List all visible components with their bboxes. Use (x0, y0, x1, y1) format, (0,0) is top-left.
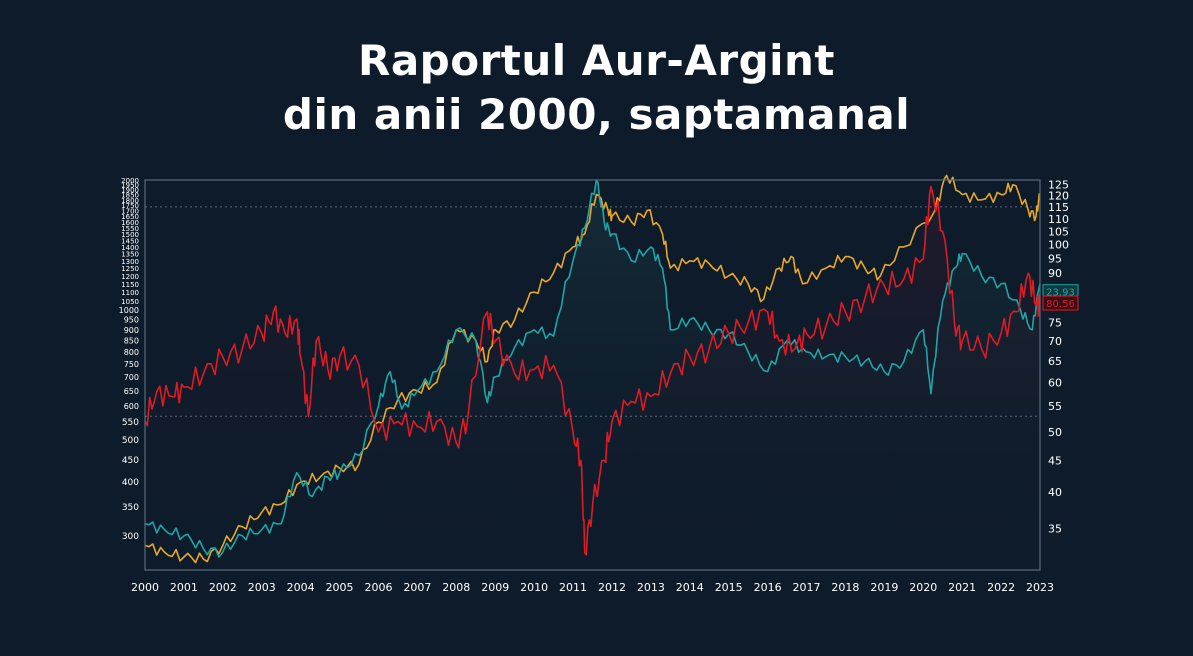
plot-frame (144, 179, 1041, 571)
y-left-tick-label: 900 (124, 326, 139, 335)
red-series-line (144, 185, 1041, 556)
y-left-tick-label: 1850 (121, 192, 139, 200)
y-left-tick-label: 1200 (121, 273, 139, 281)
y-left-tick-label: 1050 (121, 298, 139, 306)
y-right-tick-label: 120 (1048, 189, 1069, 202)
y-left-tick-label: 450 (122, 456, 139, 466)
y-right-tick-label: 110 (1048, 213, 1069, 226)
x-tick-label: 2020 (909, 581, 937, 594)
y-left-tick-label: 300 (122, 532, 139, 542)
y-left-tick-label: 1600 (121, 219, 139, 227)
y-right-tick-label: 95 (1048, 252, 1062, 265)
x-tick-label: 2004 (287, 581, 315, 594)
y-left-tick-label: 750 (124, 360, 139, 369)
y-right-tick-label: 45 (1048, 454, 1062, 467)
y-left-tick-label: 1500 (121, 231, 139, 239)
x-tick-label: 2018 (831, 581, 859, 594)
y-left-tick-label: 1900 (121, 187, 139, 195)
y-right-tick-label: 40 (1048, 486, 1062, 499)
teal-last-value-label: 23.93 (1046, 288, 1075, 299)
y-right-tick-label: 60 (1048, 377, 1062, 390)
y-left-tick-label: 700 (124, 373, 139, 382)
chart-title-line-1: Raportul Aur-Argint (357, 36, 836, 85)
y-right-tick-label: 75 (1048, 316, 1062, 329)
y-left-tick-label: 650 (124, 387, 139, 396)
red-last-value-box (1042, 295, 1079, 311)
x-tick-label: 2015 (715, 581, 743, 594)
y-left-tick-label: 500 (122, 436, 139, 446)
x-tick-label: 2022 (987, 581, 1015, 594)
x-tick-label: 2010 (520, 581, 548, 594)
y-left-tick-label: 350 (122, 503, 139, 513)
x-tick-label: 2011 (559, 581, 587, 594)
y-left-tick-label: 1800 (121, 197, 139, 205)
y-left-tick-label: 1700 (121, 207, 139, 215)
x-tick-label: 2017 (793, 581, 821, 594)
y-left-tick-label: 2000 (121, 177, 139, 185)
x-tick-label: 2012 (598, 581, 626, 594)
x-tick-label: 2008 (442, 581, 470, 594)
x-tick-label: 2000 (131, 581, 159, 594)
y-right-tick-label: 55 (1048, 400, 1062, 413)
x-tick-label: 2021 (948, 581, 976, 594)
y-right-tick-label: 125 (1048, 178, 1069, 191)
y-left-tick-label: 1300 (121, 258, 139, 266)
y-right-tick-label: 100 (1048, 239, 1069, 252)
x-tick-label: 2014 (676, 581, 704, 594)
y-left-tick-label: 1550 (121, 225, 139, 233)
y-left-tick-label: 550 (122, 418, 139, 428)
y-left-tick-label: 600 (124, 402, 139, 411)
x-tick-label: 2001 (170, 581, 198, 594)
red-last-value-label: 80.56 (1046, 299, 1075, 310)
teal-series-line (144, 179, 1041, 558)
y-left-tick-label: 950 (124, 316, 139, 325)
y-left-tick-label: 400 (122, 478, 139, 488)
y-left-tick-label: 1650 (121, 213, 139, 221)
y-right-tick-label: 65 (1048, 355, 1062, 368)
x-tick-label: 2016 (754, 581, 782, 594)
y-left-tick-label: 1350 (121, 251, 139, 259)
red-series-area (145, 186, 1040, 570)
y-right-tick-label: 115 (1048, 201, 1069, 214)
x-tick-label: 2007 (403, 581, 431, 594)
y-left-tick-label: 1150 (121, 281, 139, 289)
gold-series-line (144, 174, 1041, 564)
chart-title-line-2: din anii 2000, saptamanal (282, 90, 911, 139)
y-left-tick-label: 1100 (121, 289, 139, 297)
x-tick-label: 2009 (481, 581, 509, 594)
x-tick-label: 2023 (1026, 581, 1054, 594)
x-tick-label: 2005 (326, 581, 354, 594)
y-right-tick-label: 105 (1048, 225, 1069, 238)
y-right-tick-label: 70 (1048, 335, 1062, 348)
x-tick-label: 2002 (209, 581, 237, 594)
y-right-tick-label: 35 (1048, 522, 1062, 535)
y-left-tick-label: 1750 (121, 202, 139, 210)
y-left-tick-label: 1950 (121, 182, 139, 190)
y-left-tick-label: 850 (124, 336, 139, 345)
y-left-tick-label: 1250 (121, 265, 139, 273)
y-left-tick-label: 1400 (121, 244, 139, 252)
x-tick-label: 2013 (637, 581, 665, 594)
x-tick-label: 2006 (364, 581, 392, 594)
y-left-tick-label: 800 (124, 348, 139, 357)
chart-title: Raportul Aur-Argint din anii 2000, sapta… (0, 34, 1193, 142)
y-right-tick-label: 50 (1048, 426, 1062, 439)
x-tick-label: 2003 (248, 581, 276, 594)
x-tick-label: 2019 (870, 581, 898, 594)
y-left-tick-label: 1450 (121, 237, 139, 245)
y-left-tick-label: 1000 (119, 306, 139, 315)
y-right-tick-label: 90 (1048, 267, 1062, 280)
